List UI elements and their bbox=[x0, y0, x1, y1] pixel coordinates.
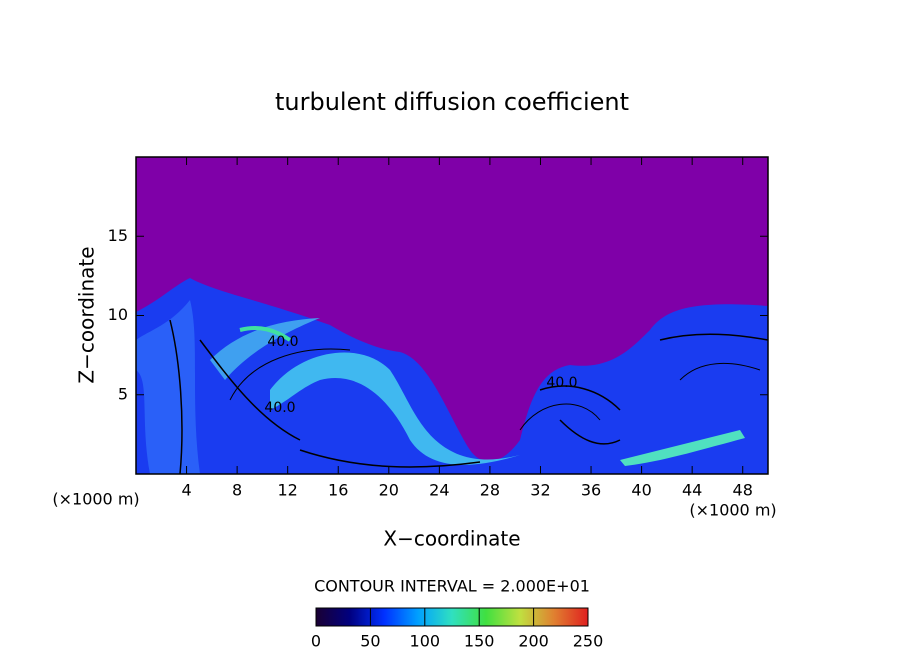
field bbox=[136, 157, 768, 474]
colorbar-tick-label: 100 bbox=[410, 632, 441, 651]
x-tick-label: 28 bbox=[480, 481, 500, 500]
colorbar-tick-label: 250 bbox=[573, 632, 604, 651]
y-tick-label: 15 bbox=[108, 226, 128, 245]
x-tick-label: 40 bbox=[631, 481, 651, 500]
contour-label: 40.0 bbox=[264, 400, 295, 416]
y-axis-label: Z−coordinate bbox=[75, 246, 99, 383]
colorbar-tick-label: 200 bbox=[518, 632, 549, 651]
colorbar-tick-label: 0 bbox=[311, 632, 321, 651]
x-tick-label: 4 bbox=[181, 481, 191, 500]
x-tick-label: 12 bbox=[278, 481, 298, 500]
x-unit: (×1000 m) bbox=[52, 490, 139, 509]
x-tick-label: 8 bbox=[232, 481, 242, 500]
x-tick-label: 44 bbox=[682, 481, 702, 500]
x-tick-label: 16 bbox=[328, 481, 348, 500]
x-unit: (×1000 m) bbox=[689, 501, 776, 520]
x-tick-label: 20 bbox=[379, 481, 399, 500]
x-tick-label: 36 bbox=[581, 481, 601, 500]
y-tick-label: 5 bbox=[118, 384, 128, 403]
colorbar-tick-label: 150 bbox=[464, 632, 495, 651]
y-tick-label: 10 bbox=[108, 305, 128, 324]
contour-interval: CONTOUR INTERVAL = 2.000E+01 bbox=[314, 577, 590, 596]
x-tick-label: 48 bbox=[733, 481, 753, 500]
colorbar-tick-label: 50 bbox=[360, 632, 380, 651]
contour-label: 40.0 bbox=[546, 375, 577, 391]
contour-label: 40.0 bbox=[267, 334, 298, 350]
x-tick-label: 24 bbox=[429, 481, 449, 500]
x-tick-label: 32 bbox=[530, 481, 550, 500]
x-axis-label: X−coordinate bbox=[383, 527, 520, 551]
chart-title: turbulent diffusion coefficient bbox=[275, 88, 629, 116]
colorbar bbox=[315, 607, 589, 627]
